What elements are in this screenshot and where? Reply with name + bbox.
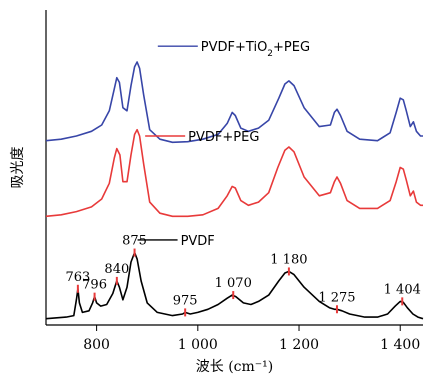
x-tick-label-0: 800	[83, 337, 110, 353]
peak-label-8: 1 404	[384, 282, 421, 297]
peak-label-5: 1 070	[215, 276, 252, 291]
peak-label-4: 975	[173, 293, 198, 308]
series-line-0	[45, 61, 423, 144]
series-line-1	[45, 128, 423, 218]
x-axis-ticks: 800 1 000 1 200 1 400	[83, 325, 420, 353]
peak-label-0: 763	[65, 270, 90, 285]
legend-label-1: PVDF+PEG	[188, 130, 259, 145]
peak-label-2: 840	[104, 262, 129, 277]
series-line-2	[45, 251, 424, 320]
peak-label-3: 875	[122, 234, 147, 249]
peak-label-7: 1 275	[318, 290, 355, 305]
x-axis-title: 波长 (cm⁻¹)	[196, 359, 274, 375]
legend: PVDF+TiO2+PEG PVDF+PEG PVDF	[137, 40, 310, 249]
y-axis-title: 吸光度	[10, 147, 26, 189]
plot-frame	[45, 10, 423, 326]
x-tick-label-1: 1 000	[178, 337, 218, 353]
legend-label-2: PVDF	[181, 234, 215, 249]
series-lines	[45, 61, 424, 320]
x-tick-label-3: 1 400	[380, 337, 420, 353]
x-tick-label-2: 1 200	[279, 337, 319, 353]
legend-label-0: PVDF+TiO2+PEG	[201, 40, 310, 59]
peak-label-6: 1 180	[270, 252, 307, 267]
peak-label-1: 796	[82, 278, 107, 293]
